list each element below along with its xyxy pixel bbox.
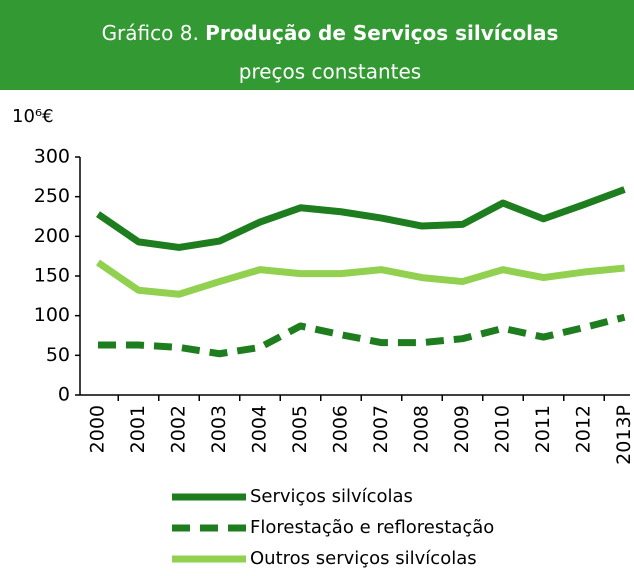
x-tick-label: 2012 <box>573 405 595 453</box>
series-line <box>96 186 626 251</box>
x-tick-label: 2002 <box>168 405 190 453</box>
legend-label: Florestação e reflorestação <box>250 517 494 538</box>
chart-title: Gráfico 8. Produção de Serviços silvícol… <box>102 21 559 45</box>
title-prefix: Gráfico 8. <box>102 21 199 45</box>
x-tick-label: 2001 <box>127 405 149 453</box>
x-tick-label: 2011 <box>532 405 554 453</box>
chart-subtitle: preços constantes <box>239 60 421 84</box>
x-tick-label: 2013P <box>613 405 634 465</box>
y-axis-label: 10⁶€ <box>12 106 54 127</box>
y-tick-label: 0 <box>58 384 70 406</box>
y-tick-label: 200 <box>34 225 70 247</box>
y-tick-label: 50 <box>46 344 70 366</box>
legend-label: Serviços silvícolas <box>250 486 413 507</box>
y-tick-label: 300 <box>34 146 70 168</box>
x-tick-label: 2007 <box>370 405 392 453</box>
x-tick-label: 2009 <box>451 405 473 453</box>
x-tick-label: 2010 <box>492 405 514 453</box>
x-tick-label: 2006 <box>330 405 352 453</box>
header-band <box>0 0 634 90</box>
series-line <box>98 313 626 358</box>
series-line <box>96 259 625 298</box>
x-tick-label: 2003 <box>208 405 230 453</box>
x-tick-label: 2004 <box>249 405 271 453</box>
x-tick-label: 2000 <box>87 405 109 453</box>
y-tick-label: 150 <box>34 265 70 287</box>
title-main: Produção de Serviços silvícolas <box>205 21 558 45</box>
y-tick-label: 250 <box>34 185 70 207</box>
y-tick-label: 100 <box>34 304 70 326</box>
legend-label: Outros serviços silvícolas <box>250 548 477 569</box>
x-tick-label: 2008 <box>411 405 433 453</box>
x-tick-label: 2005 <box>289 405 311 453</box>
